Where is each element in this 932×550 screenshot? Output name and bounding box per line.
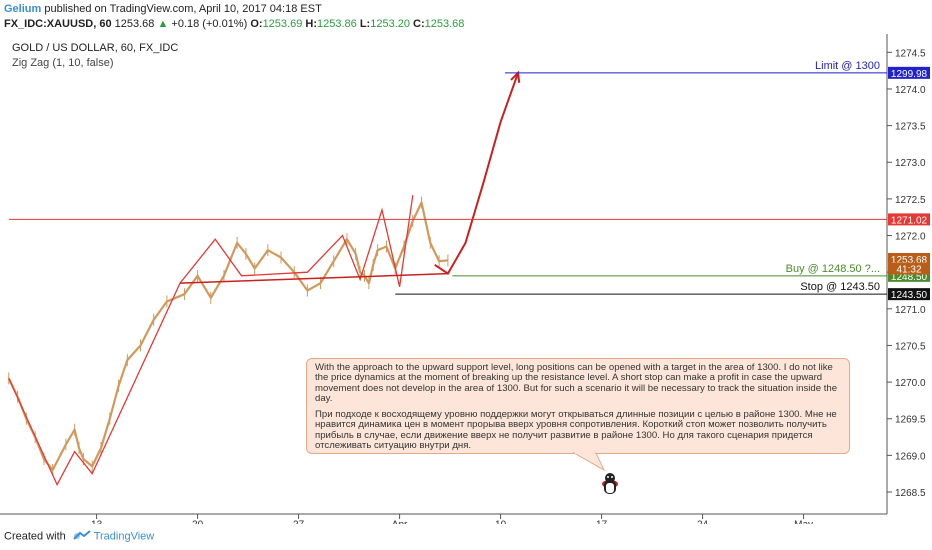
footer-credit: Created with TradingView: [4, 530, 154, 543]
low-value: 1253.20: [370, 18, 410, 30]
zigzag-line: [8, 195, 414, 487]
level-label: Limit @ 1300: [815, 60, 880, 72]
x-tick-label: 17: [596, 519, 608, 524]
y-tick-label: 1269.5: [895, 415, 926, 426]
open-value: 1253.69: [262, 18, 303, 30]
published-text: published on TradingView.com, April 10, …: [44, 3, 322, 15]
analysis-note: With the approach to the upward support …: [306, 358, 850, 454]
levels-layer: Limit @ 1300 Buy @ 1248.50 ?... Stop @ 124…: [8, 60, 887, 295]
close-value: 1253.68: [424, 18, 465, 30]
chart-title: GOLD / US DOLLAR, 60, FX_IDC: [12, 42, 179, 54]
x-tick-label: 24: [697, 519, 709, 524]
level-price-tag-label: 1299.98: [891, 69, 928, 80]
close-label: C:: [413, 18, 425, 30]
level-price-tag-label: 1271.02: [891, 215, 928, 226]
price-change: +0.18 (+0.01%): [171, 18, 248, 30]
support-trendline: [180, 272, 448, 284]
last-price-tag-label: 41:32: [896, 265, 921, 276]
last-price: 1253.68: [114, 18, 155, 30]
y-tick-label: 1272.5: [895, 195, 926, 206]
last-price-tag: [888, 252, 930, 265]
y-tick-label: 1273.5: [895, 122, 926, 133]
y-tick-label: 1270.0: [895, 378, 926, 389]
high-label: H:: [305, 18, 317, 30]
author-link[interactable]: Gelium: [4, 3, 42, 15]
last-price-tag: [888, 262, 930, 275]
tradingview-logo-icon: [73, 530, 91, 543]
high-value: 1253.86: [317, 18, 357, 30]
publisher-line: Gelium published on TradingView.com, Apr…: [4, 3, 322, 15]
y-tick-label: 1268.5: [895, 488, 926, 499]
chart-header: Gelium published on TradingView.com, Apr…: [0, 0, 932, 34]
level-price-tag-label: 1243.50: [891, 290, 928, 301]
trader-mascot-icon: [602, 473, 618, 494]
y-tick-label: 1274.0: [895, 85, 926, 96]
y-tick-label: 1270.5: [895, 341, 926, 352]
x-tick-label: Apr: [392, 519, 408, 524]
x-tick-label: 10: [495, 519, 507, 524]
x-tick-label: 20: [192, 519, 204, 524]
up-arrow-icon: ▲: [157, 18, 169, 30]
open-label: O:: [250, 18, 263, 30]
y-tick-label: 1274.5: [895, 48, 926, 59]
indicator-label: Zig Zag (1, 10, false): [12, 57, 114, 69]
x-tick-label: May: [794, 519, 813, 524]
quote-line: FX_IDC:XAUUSD, 60 1253.68 ▲ +0.18 (+0.01…: [4, 18, 464, 30]
y-tick-label: 1269.0: [895, 451, 926, 462]
note-english: With the approach to the upward support …: [315, 362, 838, 404]
x-axis-ticks: 13 20 27 Apr 10 17 24 May: [91, 514, 813, 524]
low-label: L:: [359, 18, 371, 30]
y-tick-label: 1271.0: [895, 305, 926, 316]
level-label: Buy @ 1248.50 ?...: [786, 263, 880, 275]
price-series-line: [7, 201, 448, 472]
x-tick-label: 13: [91, 519, 103, 524]
level-price-tag: [888, 66, 930, 79]
level-label: Stop @ 1243.50: [800, 281, 880, 293]
series-layer: [7, 70, 521, 487]
last-price-tag-label: 1253.68: [891, 255, 928, 266]
note-russian: При подходе к восходящему уровню поддерж…: [315, 409, 837, 452]
created-with-text: Created with: [4, 530, 66, 543]
footer: Created with TradingView: [0, 524, 932, 550]
level-price-tag-label: 1248.50: [891, 272, 928, 283]
tradingview-link[interactable]: TradingView: [93, 530, 155, 543]
y-tick-label: 1272.0: [895, 232, 926, 243]
level-price-tag: [888, 288, 930, 301]
projection-arrow: [434, 72, 520, 276]
level-price-tag: [888, 213, 930, 226]
y-tick-label: 1273.0: [895, 158, 926, 169]
x-tick-label: 27: [293, 519, 305, 524]
symbol-label: FX_IDC:XAUUSD, 60: [4, 18, 112, 30]
